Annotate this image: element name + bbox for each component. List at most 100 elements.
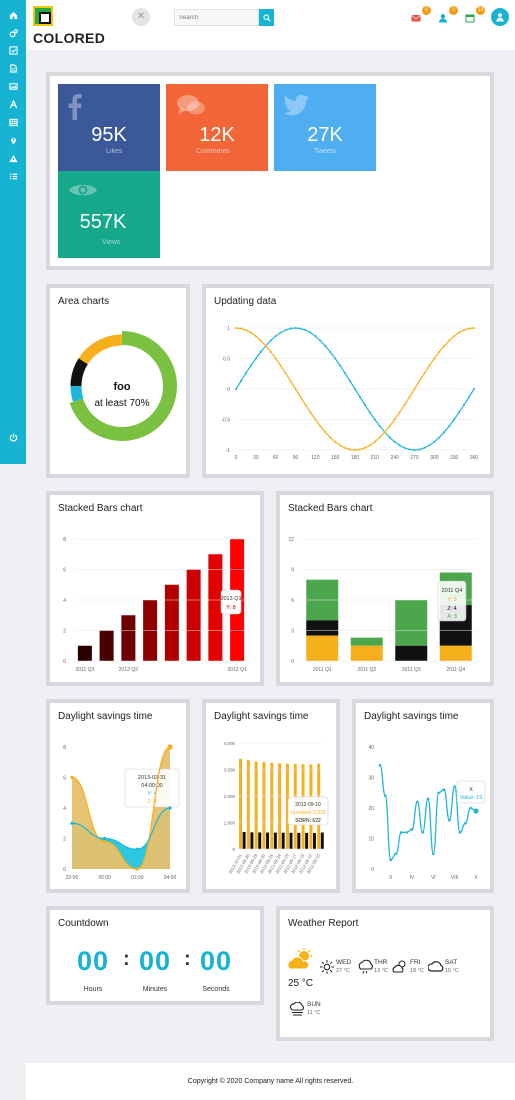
data-point [423, 446, 426, 449]
bar [305, 832, 309, 849]
font-icon[interactable] [6, 97, 20, 111]
x-tick-label: 0 [235, 455, 238, 461]
tooltip-title: X [469, 787, 473, 793]
chart-tooltip [437, 580, 467, 622]
likes-tile: 95K Likes [58, 84, 160, 171]
table-icon[interactable] [6, 115, 20, 129]
weather-temp: 27 °C [336, 968, 350, 974]
data-point [378, 436, 381, 439]
check-icon[interactable] [6, 43, 20, 57]
data-point [438, 350, 441, 353]
bar [258, 832, 262, 849]
x-tick-label: 210 [371, 455, 380, 461]
home-icon[interactable] [6, 8, 20, 22]
bar [270, 762, 274, 849]
data-point [403, 446, 406, 449]
x-tick-label: 90 [293, 455, 299, 461]
chart-tooltip [287, 796, 329, 826]
data-point [135, 867, 139, 871]
donut-center-title: foo [113, 381, 130, 393]
data-point [259, 339, 262, 342]
footer: Copyright © 2020 Company name All rights… [26, 1063, 515, 1100]
y-tick-label: 3,000 [224, 768, 236, 773]
y-tick-label: 0 [227, 387, 230, 393]
notification-calendar[interactable]: 13 [465, 6, 485, 24]
data-point [319, 425, 322, 428]
data-point [244, 372, 247, 375]
data-point [426, 797, 430, 801]
tooltip-line: A: 3 [447, 614, 457, 620]
views-tile: 557K Views [58, 171, 160, 258]
search-button[interactable] [259, 9, 274, 26]
data-point [448, 425, 451, 428]
daylight-line-chart: X Value: 19 0 10 20 30 40 II IV VI VIII X [368, 745, 486, 881]
notification-badge: 3 [449, 6, 458, 15]
bar [77, 645, 92, 661]
bar [281, 832, 285, 849]
updating-data-panel: Updating data -1 -0.5 0 0.5 1 0 30 60 90 120 150 18… [202, 284, 494, 478]
y-tick-label: 0 [291, 659, 294, 665]
weather-day: WED [336, 959, 352, 966]
power-icon[interactable] [6, 430, 20, 444]
data-point [235, 388, 237, 390]
picture-icon[interactable] [6, 79, 20, 93]
x-tick-label: 2011 Q3 [75, 667, 94, 673]
notification-envelope[interactable]: 6 [411, 6, 431, 24]
data-point [319, 339, 322, 342]
x-tick-label: 2012 Q2 [119, 667, 138, 673]
bar [164, 584, 179, 661]
y-tick-label: 0 [371, 867, 374, 873]
updating-line-chart: -1 -0.5 0 0.5 1 0 30 60 90 120 150 180 210 240 270 300 3… [221, 326, 478, 461]
search-input[interactable] [174, 9, 259, 26]
weather-day: FRI [410, 959, 421, 966]
warning-icon[interactable] [6, 151, 20, 165]
daylight-panel-3: Daylight savings time X Value: 19 0 10 20 3… [352, 699, 494, 893]
panel-title: Updating data [214, 296, 277, 307]
likes-count: 95K [91, 124, 127, 146]
countdown-seconds-label: Seconds [202, 986, 230, 993]
data-point [314, 335, 317, 338]
data-point [259, 350, 262, 353]
series-line [71, 807, 171, 850]
file-icon[interactable] [6, 61, 20, 75]
envelope-icon [411, 14, 421, 22]
bar [273, 832, 277, 849]
close-icon[interactable]: ✕ [132, 8, 150, 26]
gears-icon[interactable] [6, 26, 20, 40]
y-tick-label: 20 [368, 806, 374, 812]
stacked-bars-panel-1: Stacked Bars chart 2013 Q1 Y: 8 0 2 4 6 8 201… [46, 491, 264, 686]
data-point [358, 395, 361, 398]
map-marker-icon[interactable] [6, 133, 20, 147]
highlight-point [473, 808, 479, 814]
daylight-panel-2: Daylight savings time 2012-09-10 License… [202, 699, 340, 893]
avatar[interactable] [491, 8, 509, 26]
data-point [458, 831, 462, 834]
countdown-hours: 00 [76, 946, 110, 976]
data-point [388, 425, 391, 428]
likes-label: Likes [106, 148, 123, 155]
y-tick-label: 3 [291, 629, 294, 635]
data-point [453, 785, 456, 788]
weather-temp: 11 °C [307, 1010, 321, 1016]
data-point [421, 831, 424, 834]
data-point [299, 395, 302, 398]
data-point [249, 331, 252, 334]
weather-day: SUN [307, 1001, 321, 1008]
tooltip-line: Z: 4 [447, 606, 456, 612]
panel-title: Daylight savings time [364, 711, 459, 722]
data-point [468, 327, 471, 330]
notification-user[interactable]: 3 [438, 6, 458, 24]
data-point [389, 858, 392, 862]
data-point [244, 329, 247, 332]
data-point [103, 839, 107, 844]
data-point [433, 440, 436, 443]
y-tick-label: 9 [291, 568, 294, 574]
data-point [294, 327, 297, 329]
search-icon [262, 13, 271, 22]
y-tick-label: -1 [226, 448, 231, 454]
y-tick-label: 2 [63, 629, 66, 635]
x-tick-label: 180 [351, 455, 360, 461]
y-tick-label: 2,000 [224, 794, 236, 799]
data-point [344, 372, 347, 375]
list-icon[interactable] [6, 169, 20, 183]
